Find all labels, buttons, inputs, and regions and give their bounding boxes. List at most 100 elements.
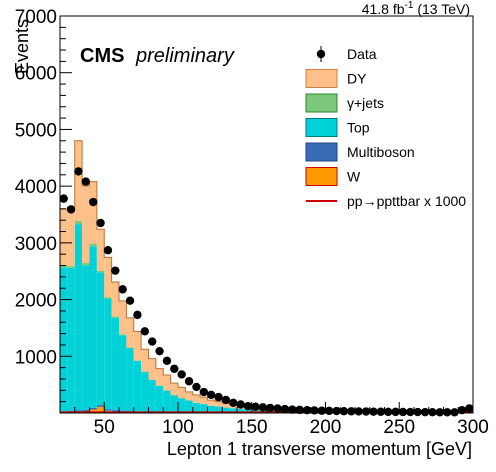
dy-bar bbox=[185, 391, 193, 401]
legend-marker-data bbox=[316, 49, 326, 59]
x-tick-label: 150 bbox=[236, 417, 268, 438]
data-point bbox=[103, 246, 113, 255]
legend-swatch-multiboson bbox=[305, 142, 338, 162]
y-tick-label: 3000 bbox=[15, 234, 57, 255]
dy-bar bbox=[67, 206, 75, 266]
top-bar bbox=[111, 317, 119, 411]
top-bar bbox=[104, 298, 112, 410]
data-point bbox=[361, 407, 371, 416]
data-point bbox=[302, 405, 312, 415]
dy-bar bbox=[111, 281, 119, 317]
gamma-jets-bar bbox=[89, 243, 97, 247]
gamma-jets-bar bbox=[104, 297, 112, 299]
legend: Data DY γ+jets Top Multiboson Wpp→ppttbar x 1… bbox=[305, 46, 466, 209]
top-bar bbox=[222, 407, 230, 413]
data-point bbox=[251, 402, 260, 411]
data-point bbox=[229, 398, 238, 407]
luminosity-exponent: -1 bbox=[405, 0, 414, 11]
legend-swatch-top bbox=[305, 118, 338, 137]
data-point bbox=[96, 218, 105, 228]
data-point bbox=[383, 407, 393, 417]
top-bar bbox=[82, 265, 90, 410]
top-bar bbox=[207, 405, 215, 413]
data-point bbox=[177, 370, 186, 379]
top-bar bbox=[178, 398, 186, 413]
data-point bbox=[280, 404, 290, 414]
luminosity-label: 41.8 fb-1 (13 TeV) bbox=[362, 0, 470, 17]
data-point bbox=[155, 346, 164, 356]
data-point bbox=[457, 405, 467, 415]
multiboson-bar bbox=[82, 409, 90, 412]
dy-bar bbox=[170, 383, 178, 396]
data-point bbox=[206, 390, 216, 400]
data-point bbox=[428, 408, 437, 417]
data-points bbox=[59, 167, 474, 417]
legend-label-dy: DY bbox=[347, 71, 367, 87]
top-bar bbox=[96, 272, 105, 406]
data-point bbox=[133, 310, 142, 320]
multiboson-bar bbox=[119, 410, 127, 412]
dy-bar bbox=[200, 397, 208, 404]
gamma-jets-bar bbox=[126, 347, 134, 349]
w-bar bbox=[96, 406, 105, 413]
legend-label-signal: pp→ppttbar x 1000 bbox=[347, 193, 466, 209]
legend-entry-multiboson: Multiboson bbox=[305, 142, 415, 162]
data-point bbox=[391, 407, 400, 417]
data-point bbox=[140, 327, 150, 336]
data-point bbox=[59, 194, 68, 203]
data-point bbox=[376, 407, 386, 416]
data-point bbox=[118, 285, 127, 294]
top-bar bbox=[119, 335, 127, 411]
data-point bbox=[295, 405, 304, 415]
data-point bbox=[442, 408, 452, 417]
data-point bbox=[406, 407, 415, 417]
top-bar bbox=[148, 379, 156, 412]
x-tick-label: 250 bbox=[383, 417, 415, 438]
x-axis-title: Lepton 1 transverse momentum [GeV] bbox=[167, 439, 472, 459]
top-bar bbox=[133, 360, 142, 412]
legend-entry-data: Data bbox=[316, 46, 377, 62]
data-point bbox=[184, 377, 194, 386]
status-label: preliminary bbox=[135, 45, 235, 67]
legend-label-top: Top bbox=[347, 120, 370, 136]
data-point bbox=[420, 407, 430, 417]
gamma-jets-bar bbox=[133, 360, 142, 361]
top-bar bbox=[67, 267, 75, 411]
data-point bbox=[265, 403, 275, 413]
gamma-jets-bar bbox=[60, 265, 68, 268]
multiboson-bar bbox=[89, 407, 97, 410]
dy-bar bbox=[163, 375, 171, 391]
top-bar bbox=[214, 406, 223, 413]
top-bar bbox=[89, 246, 97, 408]
data-point bbox=[258, 403, 268, 412]
data-point bbox=[317, 406, 327, 415]
dy-bar bbox=[207, 400, 215, 406]
top-bar bbox=[155, 385, 164, 412]
dy-bar bbox=[222, 403, 230, 408]
y-tick-label: 6000 bbox=[15, 64, 57, 85]
data-point bbox=[273, 404, 282, 413]
data-point bbox=[236, 400, 245, 409]
legend-label-data: Data bbox=[347, 46, 377, 62]
data-point bbox=[125, 296, 135, 305]
legend-entry-signal: pp→ppttbar x 1000 bbox=[306, 193, 466, 209]
data-point bbox=[435, 408, 445, 417]
top-bar bbox=[60, 267, 68, 412]
top-bar bbox=[200, 404, 208, 413]
data-point bbox=[81, 177, 91, 186]
data-point bbox=[147, 337, 157, 346]
multiboson-bar bbox=[111, 410, 119, 412]
legend-entry-dy: DY bbox=[305, 69, 367, 88]
data-point bbox=[66, 205, 76, 214]
data-point bbox=[324, 406, 334, 416]
dy-bar bbox=[141, 349, 149, 372]
gamma-jets-bar bbox=[96, 270, 105, 273]
gamma-jets-bar bbox=[67, 265, 75, 268]
y-axis-title: Events bbox=[12, 19, 32, 74]
dy-bar bbox=[89, 181, 97, 244]
gamma-jets-bar bbox=[111, 316, 119, 318]
gamma-jets-bar bbox=[119, 334, 127, 336]
top-bar bbox=[141, 371, 149, 412]
data-point bbox=[332, 406, 341, 416]
